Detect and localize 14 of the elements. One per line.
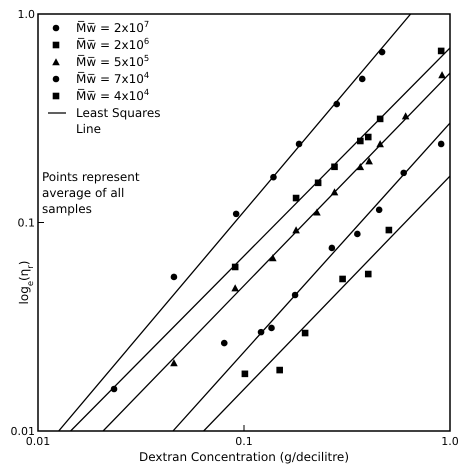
legend-label: M̅w̅ = 2x10$^{6}$ [76, 36, 150, 52]
legend-label: M̅w̅ = 2x10$^{7}$ [76, 19, 150, 35]
legend-label: M̅w̅ = 7x10$^{4}$ [76, 70, 150, 86]
x-tick-label: 0.01 [26, 435, 50, 448]
y-tick-label: 1.0 [18, 8, 35, 21]
y-tick-label: 0.01 [10, 425, 35, 438]
annotation: Points represent average of all samples [42, 170, 140, 216]
legend-label: M̅w̅ = 4x10$^{4}$ [76, 87, 150, 103]
x-tick-label: 0.1 [235, 435, 253, 448]
x-tick-label: 1.0 [441, 435, 459, 448]
legend-label: M̅w̅ = 5x10$^{5}$ [76, 53, 150, 69]
y-tick-label: 0.1 [18, 216, 35, 230]
legend-label: Least Squares Line [76, 106, 160, 136]
x-axis-title: Dextran Concentration (g/decilitre) [138, 450, 350, 464]
